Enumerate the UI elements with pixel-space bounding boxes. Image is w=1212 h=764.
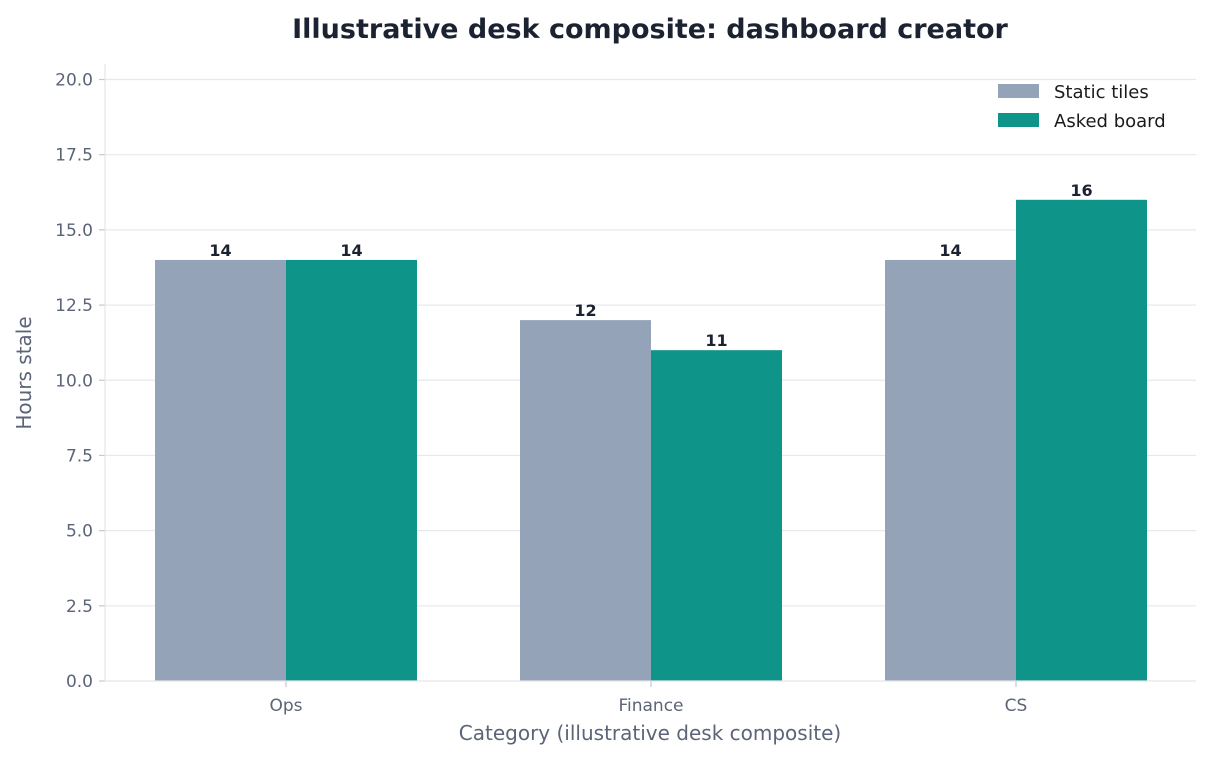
data-label-static-tiles-finance: 12 [574,301,596,320]
bar-static-tiles-ops [155,259,286,681]
x-tick-label-finance: Finance [618,696,683,716]
y-tick-label: 15.0 [55,221,93,241]
y-tick-label: 0.0 [66,672,93,692]
x-axis-ticks: Ops Finance CS [269,681,1027,716]
y-tick-label: 17.5 [55,146,93,166]
bar-static-tiles-cs [885,259,1016,681]
chart-title: Illustrative desk composite: dashboard c… [292,14,1008,45]
y-tick-label: 7.5 [66,446,93,466]
bars [155,199,1147,682]
y-tick-label: 10.0 [55,371,93,391]
legend-swatch-static-tiles [998,84,1039,98]
legend: Static tiles Asked board [998,82,1166,132]
bar-static-tiles-finance [520,320,651,681]
bar-asked-board-finance [651,350,782,681]
x-tick-label-ops: Ops [269,696,302,716]
bar-asked-board-cs [1016,199,1147,682]
y-axis-ticks: 0.0 2.5 5.0 7.5 10.0 12.5 15.0 17.5 20.0 [55,71,105,692]
legend-label-static-tiles: Static tiles [1054,82,1149,103]
x-tick-label-cs: CS [1005,696,1028,716]
legend-swatch-asked-board [998,113,1039,127]
data-label-asked-board-ops: 14 [340,241,362,260]
y-tick-label: 12.5 [55,296,93,316]
y-tick-label: 20.0 [55,71,93,91]
data-labels: 14 14 12 11 14 16 [209,181,1092,350]
y-tick-label: 5.0 [66,522,93,542]
y-axis-label: Hours stale [12,316,36,429]
bar-asked-board-ops [286,259,417,681]
data-label-asked-board-finance: 11 [705,331,727,350]
data-label-asked-board-cs: 16 [1070,181,1092,200]
data-label-static-tiles-ops: 14 [209,241,231,260]
legend-label-asked-board: Asked board [1054,111,1166,132]
data-label-static-tiles-cs: 14 [939,241,961,260]
y-tick-label: 2.5 [66,597,93,617]
x-axis-label: Category (illustrative desk composite) [459,721,841,745]
